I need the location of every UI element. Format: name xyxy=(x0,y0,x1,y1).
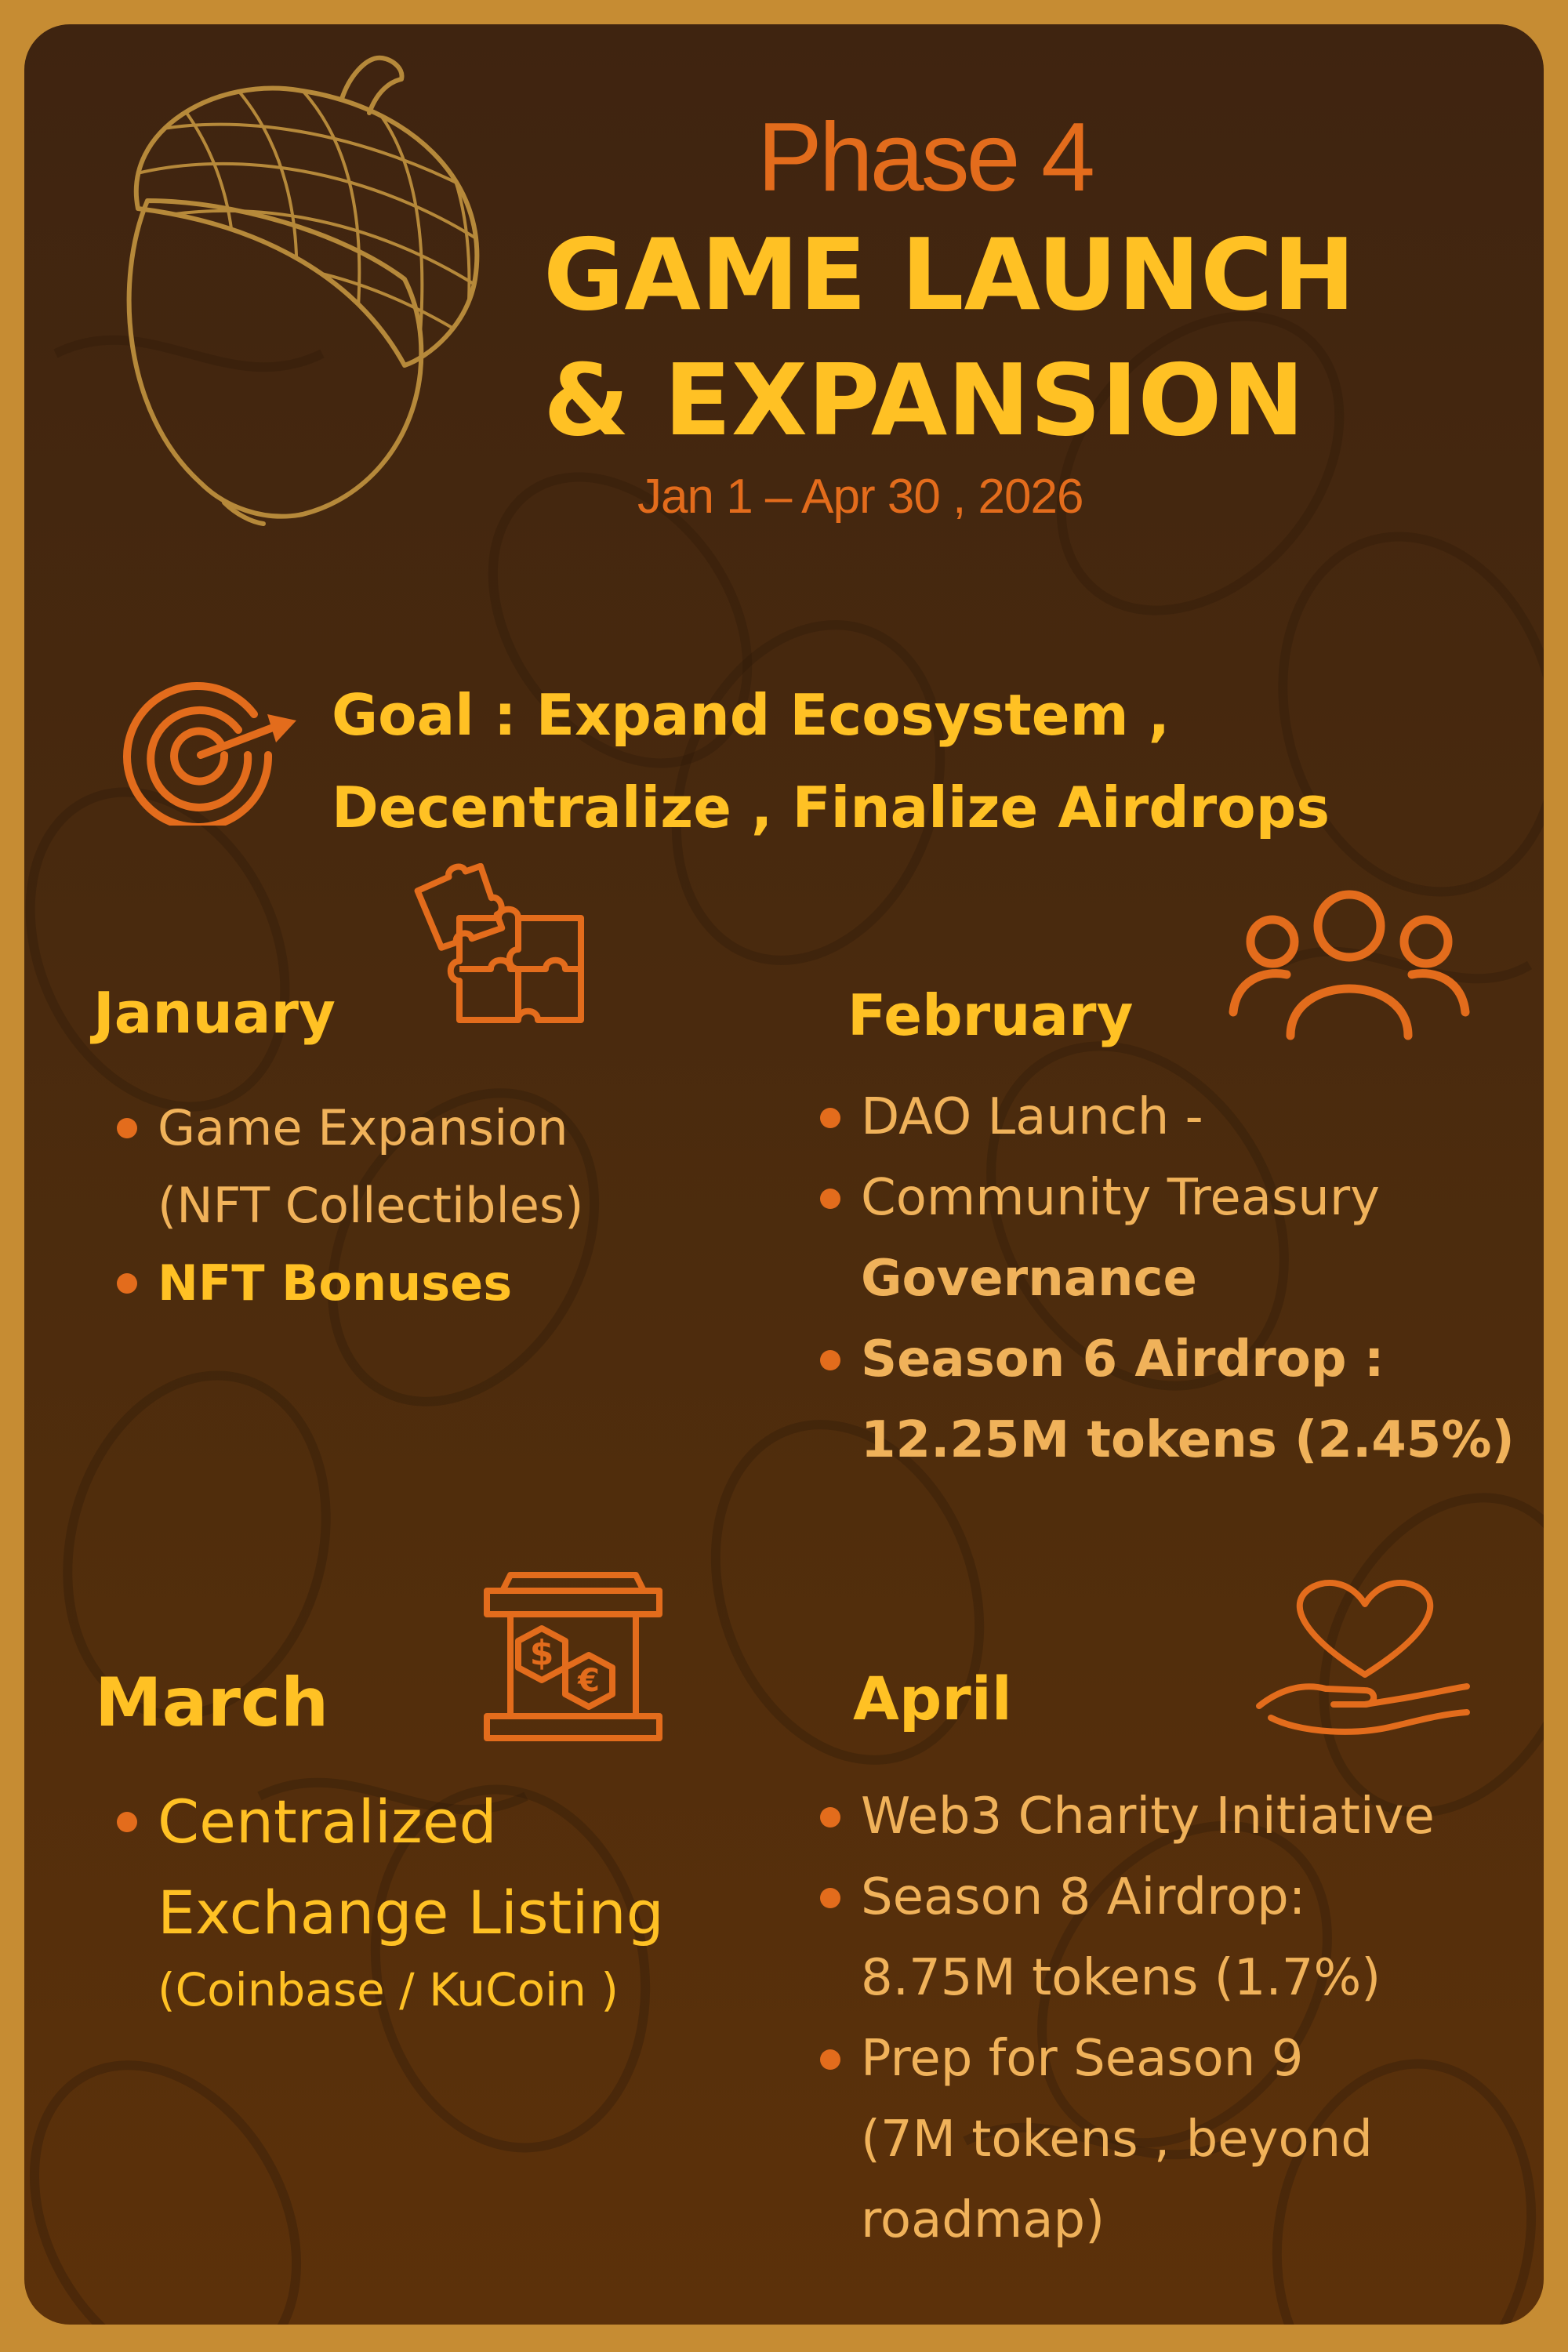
goal-line-1: Goal : Expand Ecosystem , xyxy=(332,682,1171,748)
phase-label: Phase 4 xyxy=(757,103,1095,212)
list-item: Season 6 Airdrop : xyxy=(820,1319,1515,1400)
list-item: 12.25M tokens (2.45%) xyxy=(861,1411,1515,1469)
list-item: Exchange Listing xyxy=(158,1878,664,1947)
community-icon xyxy=(1229,890,1470,1040)
background-pattern xyxy=(25,311,1544,2325)
list-item: roadmap) xyxy=(861,2191,1105,2249)
month-february: February xyxy=(848,982,1134,1048)
date-range: Jan 1 – Apr 30 , 2026 xyxy=(637,470,1083,524)
list-item: Game Expansion xyxy=(117,1089,583,1167)
january-items: Game Expansion (NFT Collectibles) NFT Bo… xyxy=(117,1089,583,1322)
list-item: DAO Launch - xyxy=(820,1077,1515,1158)
title-line-2: & EXPANSION xyxy=(543,343,1305,458)
svg-text:€: € xyxy=(577,1663,600,1699)
list-item: (NFT Collectibles) xyxy=(158,1177,584,1234)
april-items: Web3 Charity Initiative Season 8 Airdrop… xyxy=(820,1777,1435,2261)
charity-heart-icon xyxy=(1256,1579,1470,1735)
target-icon xyxy=(123,682,296,826)
month-march: March xyxy=(95,1664,329,1742)
list-item: NFT Bonuses xyxy=(117,1244,583,1322)
title-line-1: GAME LAUNCH xyxy=(543,217,1356,332)
list-item: Season 8 Airdrop: xyxy=(820,1857,1435,1938)
list-item: (7M tokens , beyond xyxy=(861,2111,1373,2169)
month-april: April xyxy=(853,1664,1012,1733)
goal-line-2: Decentralize , Finalize Airdrops xyxy=(332,775,1330,840)
list-item: Web3 Charity Initiative xyxy=(820,1777,1435,1857)
list-item: (Coinbase / KuCoin ) xyxy=(158,1963,619,2016)
list-item: Governance xyxy=(861,1250,1197,1308)
svg-text:$: $ xyxy=(530,1633,554,1673)
list-item: Centralized xyxy=(117,1777,664,1867)
roadmap-panel: Phase 4 GAME LAUNCH & EXPANSION Jan 1 – … xyxy=(24,24,1544,2325)
goal-text: Goal : Expand Ecosystem , Decentralize ,… xyxy=(332,669,1330,854)
acorn-icon xyxy=(126,55,480,526)
list-item: Prep for Season 9 xyxy=(820,2019,1435,2100)
february-items: DAO Launch - Community Treasury Governan… xyxy=(820,1077,1515,1481)
march-items: Centralized Exchange Listing (Coinbase /… xyxy=(117,1777,664,2021)
page-title: GAME LAUNCH & EXPANSION xyxy=(543,212,1356,463)
exchange-icon: $ € xyxy=(484,1572,662,1741)
list-item: Community Treasury xyxy=(820,1158,1515,1239)
list-item: 8.75M tokens (1.7%) xyxy=(861,1949,1381,2007)
month-january: January xyxy=(93,980,336,1046)
puzzle-icon xyxy=(414,863,584,1023)
